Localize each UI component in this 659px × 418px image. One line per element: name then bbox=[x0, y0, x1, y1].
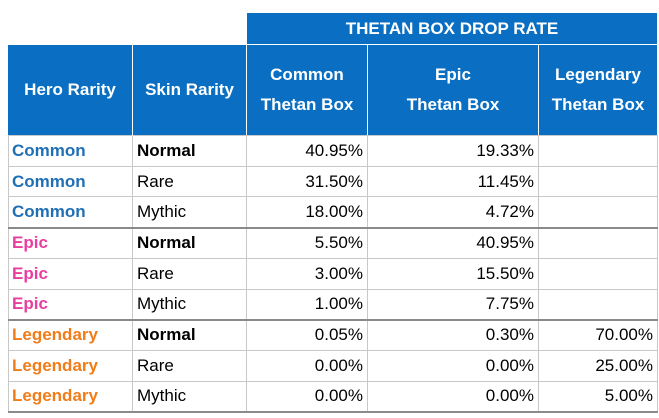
header-divider bbox=[538, 44, 539, 135]
cell-hero: Epic bbox=[8, 228, 132, 258]
cell-skin: Normal bbox=[133, 136, 246, 166]
col-header-legendary-box-line1: Legendary bbox=[555, 65, 641, 84]
grid-hline bbox=[8, 411, 658, 414]
cell-epic: 7.75% bbox=[368, 289, 538, 320]
cell-skin: Mythic bbox=[133, 197, 246, 228]
cell-skin: Rare bbox=[133, 350, 246, 381]
header-divider bbox=[367, 44, 368, 135]
col-header-hero-rarity-label: Hero Rarity bbox=[24, 80, 116, 99]
col-header-common-box-line2: Thetan Box bbox=[260, 95, 354, 114]
grid-vline bbox=[246, 136, 247, 413]
col-header-epic-box-line1: Epic bbox=[435, 65, 471, 84]
group-header: THETAN BOX DROP RATE bbox=[247, 13, 657, 44]
col-header-skin-rarity-label: Skin Rarity bbox=[145, 80, 234, 99]
col-header-legendary-box-line2: Thetan Box bbox=[551, 95, 645, 114]
cell-legendary bbox=[539, 166, 657, 197]
header-divider bbox=[246, 44, 247, 135]
grid-vline bbox=[132, 136, 133, 413]
col-header-hero-rarity: Hero Rarity bbox=[8, 45, 132, 135]
cell-legendary bbox=[539, 289, 657, 320]
cell-epic: 0.30% bbox=[368, 320, 538, 350]
col-header-epic-box-line2: Thetan Box bbox=[406, 95, 500, 114]
col-header-legendary-box: Legendary Thetan Box bbox=[539, 45, 657, 135]
cell-legendary: 70.00% bbox=[539, 320, 657, 350]
col-header-epic-box: Epic Thetan Box bbox=[368, 45, 538, 135]
cell-common: 0.05% bbox=[247, 320, 367, 350]
cell-skin: Rare bbox=[133, 166, 246, 197]
grid-hline bbox=[8, 380, 658, 382]
cell-legendary bbox=[539, 258, 657, 289]
cell-hero: Epic bbox=[8, 289, 132, 320]
header-divider bbox=[247, 44, 657, 45]
grid-hline bbox=[8, 349, 658, 351]
grid-hline bbox=[8, 288, 658, 290]
cell-epic: 0.00% bbox=[368, 381, 538, 412]
cell-skin: Mythic bbox=[133, 381, 246, 412]
cell-skin: Mythic bbox=[133, 289, 246, 320]
cell-common: 3.00% bbox=[247, 258, 367, 289]
cell-hero: Common bbox=[8, 136, 132, 166]
cell-common: 40.95% bbox=[247, 136, 367, 166]
col-header-common-box-line1: Common bbox=[270, 65, 344, 84]
cell-legendary bbox=[539, 136, 657, 166]
cell-hero: Epic bbox=[8, 258, 132, 289]
grid-hline bbox=[8, 135, 658, 136]
header-divider bbox=[132, 45, 133, 136]
grid-vline bbox=[538, 136, 539, 413]
cell-common: 0.00% bbox=[247, 350, 367, 381]
cell-legendary: 5.00% bbox=[539, 381, 657, 412]
cell-hero: Common bbox=[8, 166, 132, 197]
cell-common: 31.50% bbox=[247, 166, 367, 197]
cell-epic: 11.45% bbox=[368, 166, 538, 197]
cell-skin: Rare bbox=[133, 258, 246, 289]
grid-vline bbox=[8, 136, 9, 413]
grid-vline bbox=[367, 136, 368, 413]
grid-hline bbox=[8, 319, 658, 322]
cell-hero: Legendary bbox=[8, 320, 132, 350]
cell-legendary bbox=[539, 228, 657, 258]
cell-epic: 40.95% bbox=[368, 228, 538, 258]
cell-common: 18.00% bbox=[247, 197, 367, 228]
grid-hline bbox=[8, 196, 658, 198]
cell-epic: 4.72% bbox=[368, 197, 538, 228]
col-header-common-box: Common Thetan Box bbox=[247, 45, 367, 135]
cell-epic: 15.50% bbox=[368, 258, 538, 289]
cell-skin: Normal bbox=[133, 228, 246, 258]
grid-hline bbox=[8, 227, 658, 230]
cell-hero: Legendary bbox=[8, 381, 132, 412]
cell-epic: 0.00% bbox=[368, 350, 538, 381]
cell-common: 1.00% bbox=[247, 289, 367, 320]
cell-hero: Common bbox=[8, 197, 132, 228]
cell-epic: 19.33% bbox=[368, 136, 538, 166]
cell-common: 0.00% bbox=[247, 381, 367, 412]
grid-hline bbox=[8, 165, 658, 167]
cell-common: 5.50% bbox=[247, 228, 367, 258]
cell-legendary bbox=[539, 197, 657, 228]
col-header-skin-rarity: Skin Rarity bbox=[133, 45, 246, 135]
cell-skin: Normal bbox=[133, 320, 246, 350]
cell-hero: Legendary bbox=[8, 350, 132, 381]
grid-hline bbox=[8, 257, 658, 259]
cell-legendary: 25.00% bbox=[539, 350, 657, 381]
grid-vline bbox=[657, 136, 658, 413]
